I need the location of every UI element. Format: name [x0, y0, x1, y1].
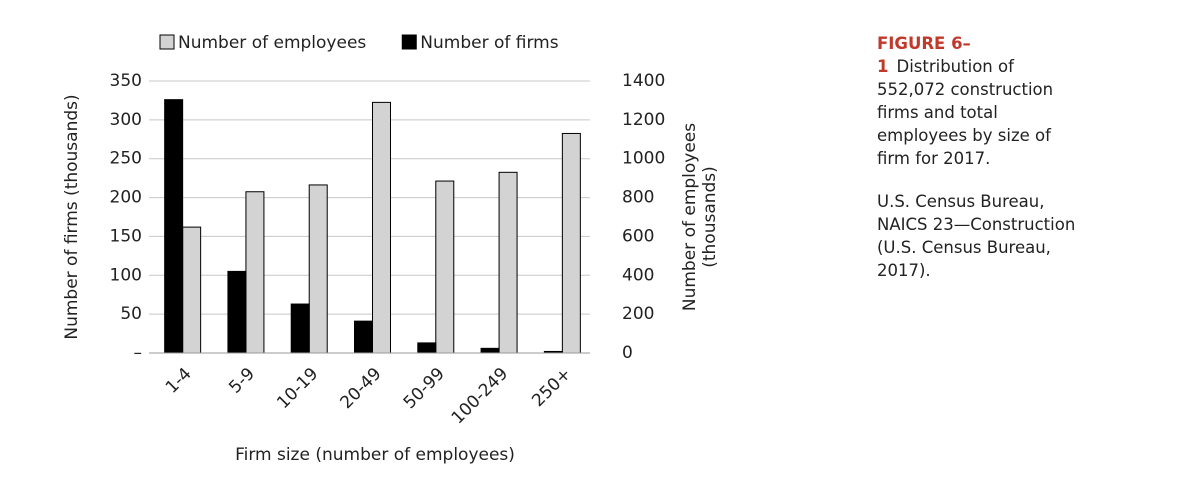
y-tick-label: 350 — [110, 71, 142, 91]
y2-tick-label: 600 — [622, 226, 654, 246]
caption-main: FIGURE 6–1 Distribution of 552,072 constr… — [877, 32, 1077, 170]
bar — [480, 347, 500, 354]
y-tick-label: 100 — [110, 265, 142, 285]
bar — [417, 342, 437, 354]
x-tick-label: 10-19 — [273, 364, 322, 413]
caption-source: U.S. Census Bureau, NAICS 23—Constructio… — [877, 192, 1076, 280]
bar — [245, 191, 265, 354]
figure-label: FIGURE 6–1 — [877, 34, 971, 76]
x-tick-label: 20-49 — [336, 364, 385, 413]
y2-tick-label: 0 — [622, 343, 633, 363]
bar — [308, 184, 328, 354]
bar — [227, 270, 247, 354]
y2-axis-title: Number of employees — [680, 123, 700, 311]
y-tick-label: 50 — [120, 304, 142, 324]
caption: FIGURE 6–1 Distribution of 552,072 constr… — [877, 32, 1077, 302]
bar — [498, 171, 518, 354]
legend-swatch — [159, 34, 175, 50]
x-tick-label: 250+ — [528, 364, 575, 411]
y2-tick-label: 200 — [622, 304, 654, 324]
x-tick-label: 50-99 — [400, 364, 449, 413]
bar — [182, 226, 202, 354]
y-tick-label: 200 — [110, 188, 142, 208]
x-axis-title: Firm size (number of employees) — [235, 445, 515, 465]
legend-item: Number of firms — [401, 33, 559, 53]
y-tick-label: 300 — [110, 110, 142, 130]
bar — [561, 132, 581, 354]
bar — [435, 180, 455, 354]
bar — [164, 99, 184, 354]
x-tick-label: 100-249 — [448, 364, 512, 428]
y2-tick-label: 1000 — [622, 149, 665, 169]
legend-item: Number of employees — [159, 33, 366, 53]
y2-tick-label: 800 — [622, 188, 654, 208]
bar — [290, 303, 310, 354]
y-tick-label: 250 — [110, 149, 142, 169]
x-tick-label: 1-4 — [162, 364, 196, 398]
bar — [354, 320, 373, 354]
y2-tick-label: 1200 — [622, 110, 665, 130]
y-tick-label: 150 — [110, 226, 142, 246]
y-tick-label: – — [134, 343, 143, 363]
bar — [372, 101, 391, 354]
legend-label: Number of firms — [420, 33, 558, 53]
y-axis-title: Number of firms (thousands) — [62, 94, 82, 339]
x-tick-label: 5-9 — [225, 364, 259, 398]
y2-tick-label: 1400 — [622, 71, 665, 91]
chart: – 50 100 150 200 250 300 350 0 200 400 600 800 1000 12… — [62, 33, 720, 465]
y2-axis-title: (thousands) — [700, 166, 720, 268]
caption-text: Distribution of 552,072 construction fir… — [877, 57, 1054, 168]
legend-label: Number of employees — [178, 33, 366, 53]
y2-tick-label: 400 — [622, 265, 654, 285]
legend-swatch — [401, 34, 417, 50]
